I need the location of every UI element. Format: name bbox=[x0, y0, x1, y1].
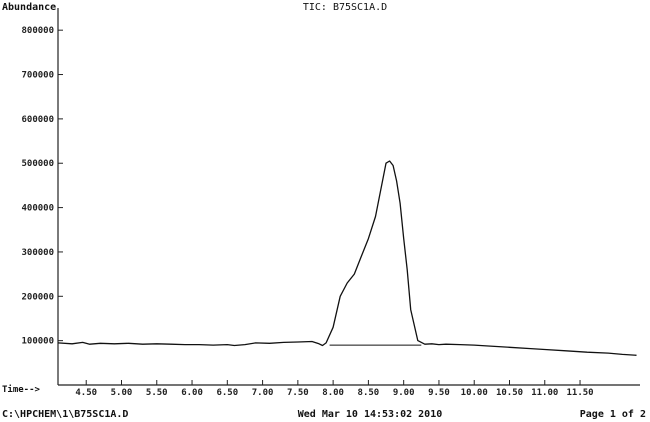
x-tick-label: 10.50 bbox=[496, 388, 523, 398]
x-axis-ticks: 4.50 5.00 5.50 6.00 6.50 7.00 7.50 8.00 8.50 9.00… bbox=[75, 380, 594, 398]
chart-title: TIC: B75SC1A.D bbox=[303, 2, 387, 13]
y-tick-label: 500000 bbox=[21, 159, 54, 169]
y-axis-label: Abundance bbox=[2, 2, 56, 13]
x-tick-label: 7.50 bbox=[287, 388, 309, 398]
x-axis-label: Time--> bbox=[2, 384, 41, 395]
x-tick-label: 5.50 bbox=[146, 388, 168, 398]
x-tick-label: 7.00 bbox=[252, 388, 274, 398]
footer-file-path: C:\HPCHEM\1\B75SC1A.D bbox=[2, 409, 128, 420]
y-tick-label: 300000 bbox=[21, 248, 54, 258]
footer-datetime: Wed Mar 10 14:53:02 2010 bbox=[298, 409, 443, 420]
y-tick-label: 400000 bbox=[21, 204, 54, 214]
y-axis-ticks: 100000 200000 300000 400000 500000 600000 7000… bbox=[21, 26, 63, 347]
x-tick-label: 9.50 bbox=[428, 388, 450, 398]
tic-signal-line bbox=[57, 160, 637, 356]
footer-page-number: Page 1 of 2 bbox=[580, 409, 646, 420]
y-tick-label: 600000 bbox=[21, 115, 54, 125]
y-tick-label: 100000 bbox=[21, 337, 54, 347]
x-tick-label: 6.00 bbox=[181, 388, 203, 398]
x-tick-label: 4.50 bbox=[75, 388, 97, 398]
x-tick-label: 8.50 bbox=[358, 388, 380, 398]
x-tick-label: 11.50 bbox=[566, 388, 593, 398]
y-tick-label: 700000 bbox=[21, 71, 54, 81]
y-tick-label: 200000 bbox=[21, 292, 54, 302]
x-tick-label: 11.00 bbox=[531, 388, 558, 398]
chromatogram-series bbox=[57, 160, 637, 356]
y-tick-label: 800000 bbox=[21, 26, 54, 36]
x-tick-label: 8.00 bbox=[322, 388, 344, 398]
x-tick-label: 5.00 bbox=[111, 388, 133, 398]
x-tick-label: 10.00 bbox=[461, 388, 488, 398]
x-tick-label: 9.00 bbox=[393, 388, 415, 398]
x-tick-label: 6.50 bbox=[216, 388, 238, 398]
